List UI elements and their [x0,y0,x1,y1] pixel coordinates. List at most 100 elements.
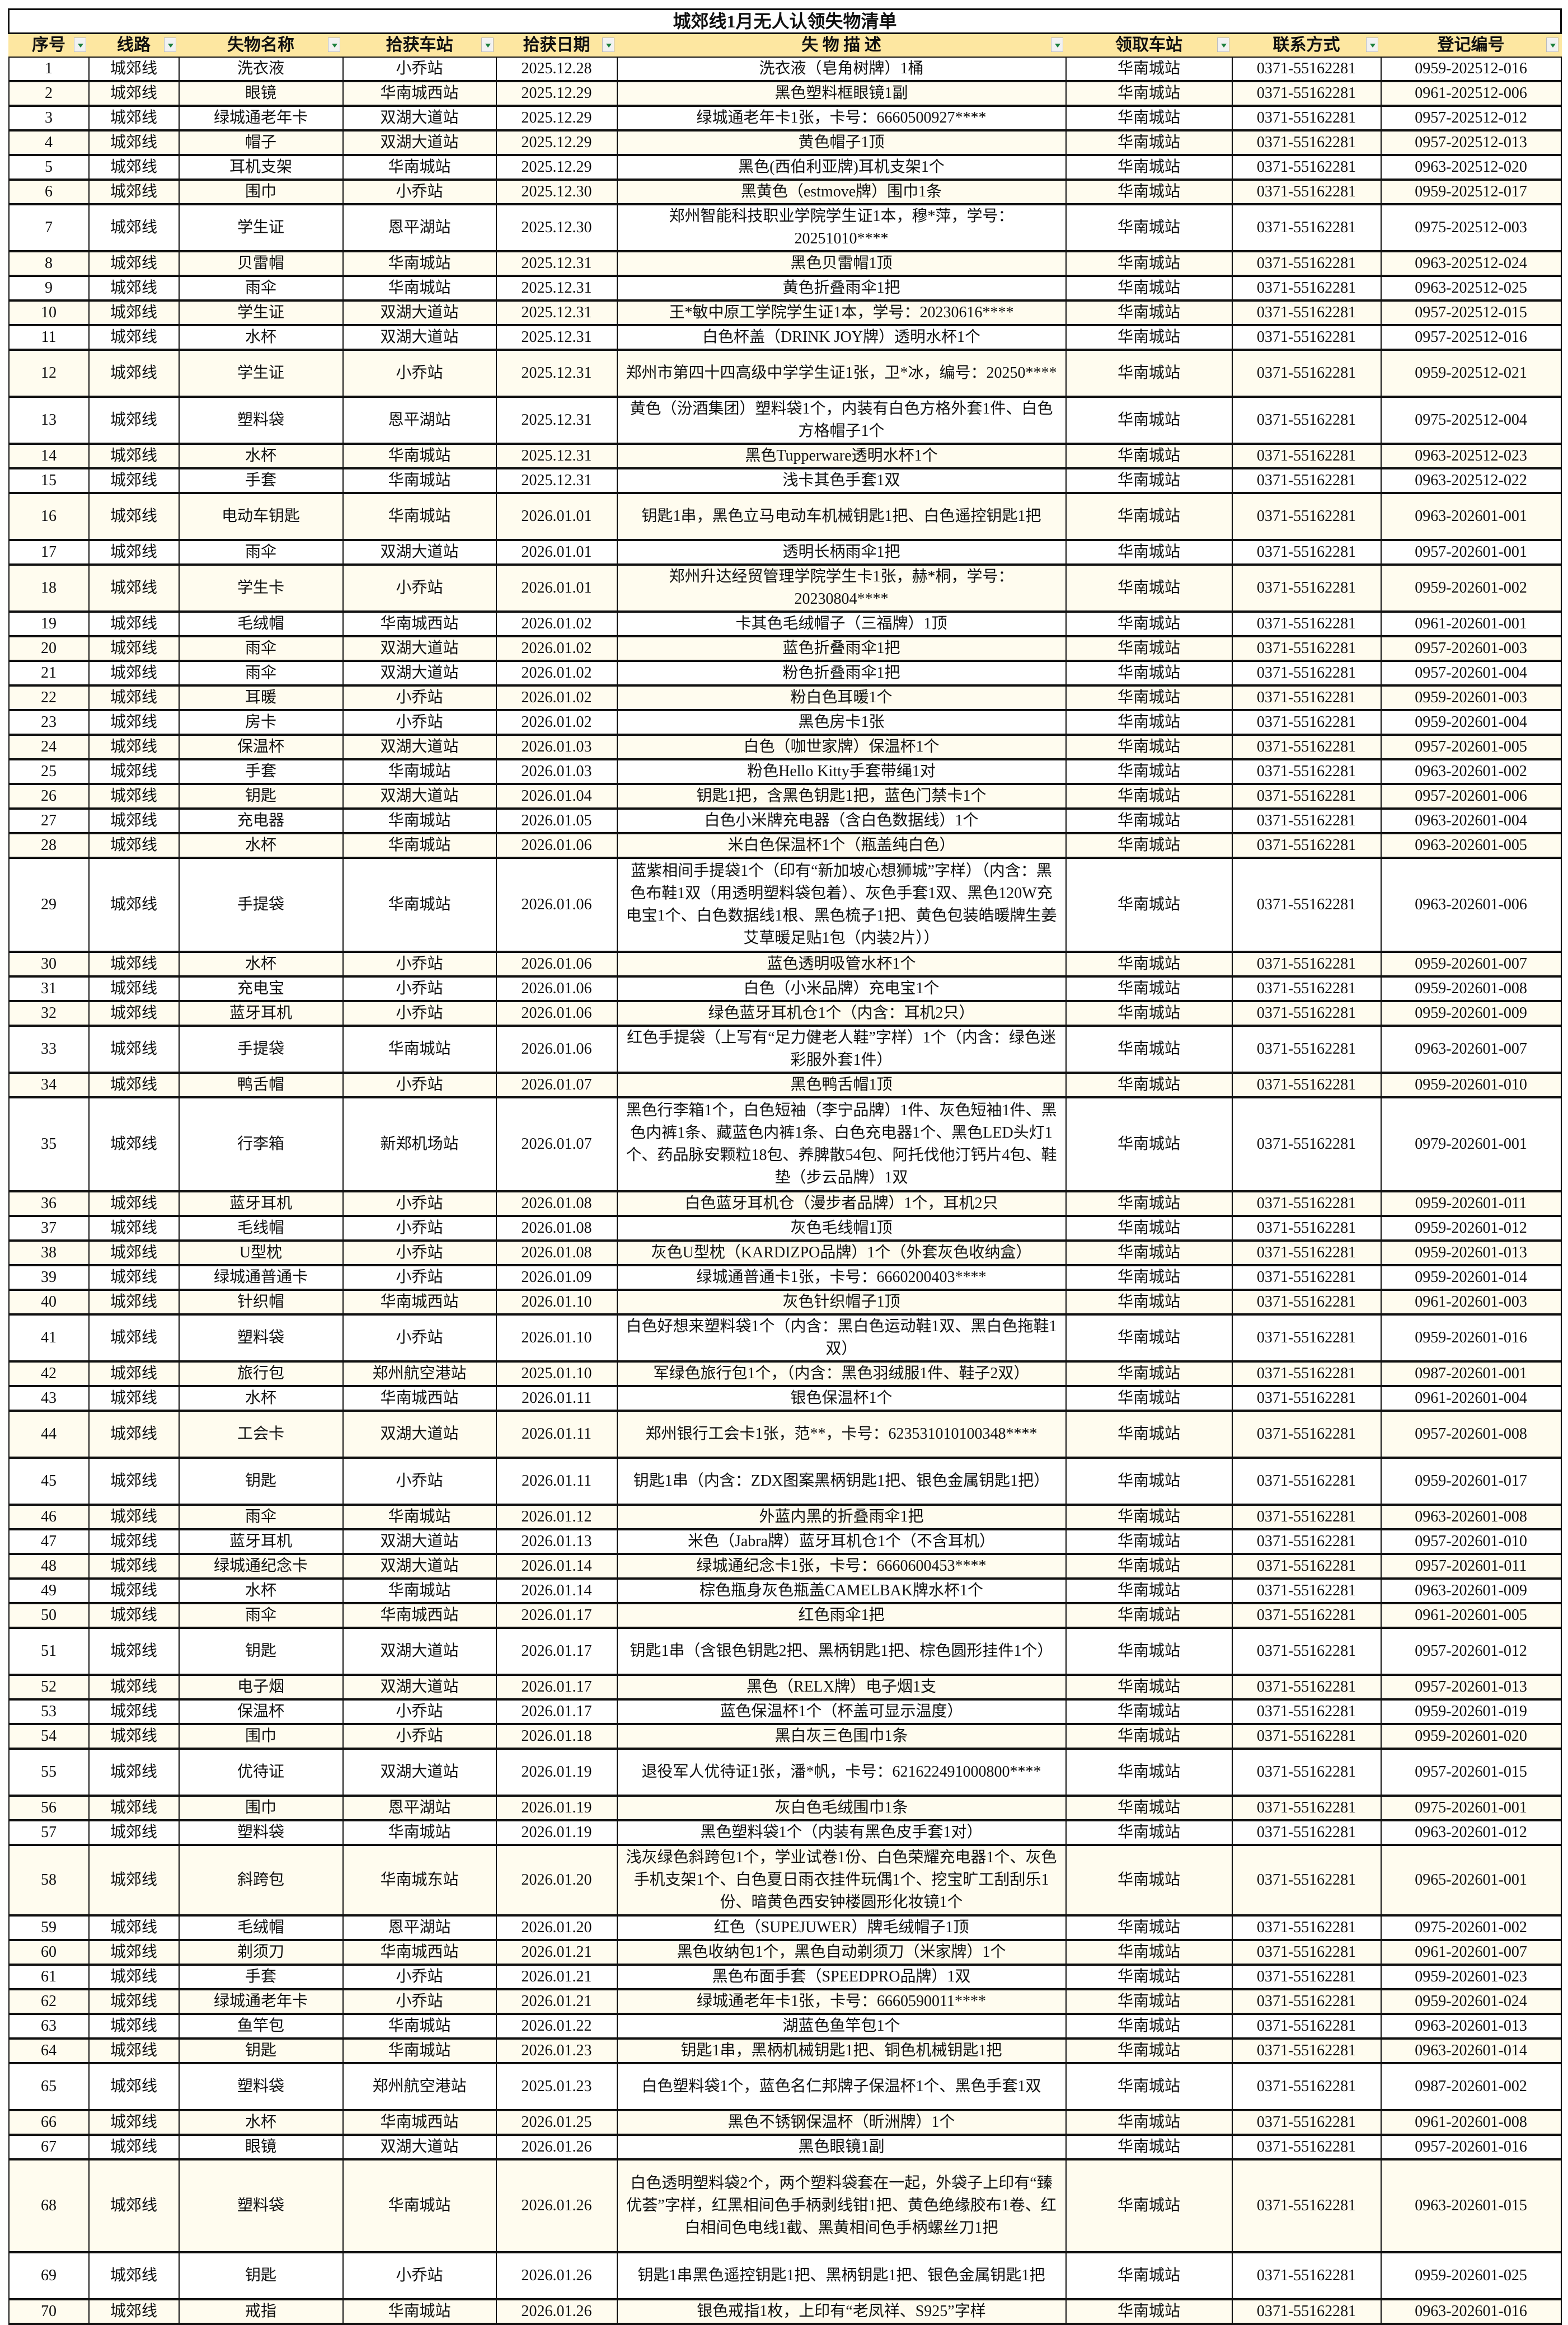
cell-item-name: 学生证 [178,300,344,326]
filter-dropdown-icon[interactable] [1365,37,1378,52]
cell-found-station: 华南城西站 [342,1289,497,1316]
cell-found-date: 2026.01.11 [495,1410,618,1459]
cell-description: 灰色毛线帽1顶 [616,1215,1067,1242]
cell-item-name: 雨伞 [178,660,344,687]
cell-found-station: 恩平湖站 [342,1915,497,1941]
cell-found-date: 2025.12.31 [495,325,618,351]
table-row: 12 城郊线 学生证 小乔站 2025.12.31 郑州市第四十四高级中学学生证1张，卫*… [8,349,1562,398]
cell-found-station: 小乔站 [342,57,497,82]
cell-reg-no: 0979-202601-001 [1380,1097,1562,1192]
cell-seq: 17 [8,539,90,566]
cell-claim-station: 华南城站 [1065,1410,1233,1459]
table-row: 14 城郊线 水杯 华南城站 2025.12.31 黑色Tupperware透明水杯1个华… [8,443,1562,469]
cell-seq: 35 [8,1097,90,1192]
sheet-title: 城郊线1月无人认领失物清单 [7,8,1562,34]
cell-seq: 40 [8,1289,90,1316]
table-row: 28 城郊线 水杯 华南城站 2026.01.06 米白色保温杯1个（瓶盖纯白色） 华南城站… [8,833,1562,859]
cell-description: 黑色Tupperware透明水杯1个 [616,443,1067,469]
cell-contact: 0371-55162281 [1231,204,1382,252]
filter-dropdown-icon[interactable] [1546,37,1558,52]
filter-dropdown-icon[interactable] [1050,37,1063,52]
cell-claim-station: 华南城站 [1065,1915,1233,1941]
cell-description: 黑色塑料袋1个（内装有黑色皮手套1对） [616,1820,1067,1846]
filter-dropdown-icon[interactable] [73,37,86,52]
cell-item-name: 手套 [178,1964,344,1990]
filter-dropdown-icon[interactable] [602,37,614,52]
cell-item-name: 塑料袋 [178,396,344,445]
cell-seq: 8 [8,251,90,277]
cell-found-station: 双湖大道站 [342,300,497,326]
cell-seq: 13 [8,396,90,445]
cell-description: 黑色(西伯利亚牌)耳机支架1个 [616,154,1067,181]
cell-seq: 39 [8,1265,90,1291]
cell-line: 城郊线 [88,1215,180,1242]
table-body: 1 城郊线 洗衣液 小乔站 2025.12.28 洗衣液（皂角树牌）1桶 华南城站 0371-… [8,57,1562,2325]
cell-description: 白色塑料袋1个，蓝色名仁邦牌子保温杯1个、黑色手套1双 [616,2063,1067,2111]
cell-item-name: 优待证 [178,1748,344,1797]
cell-contact: 0371-55162281 [1231,1795,1382,1821]
cell-found-date: 2026.01.07 [495,1072,618,1098]
cell-found-station: 华南城站 [342,2013,497,2040]
cell-found-station: 华南城站 [342,275,497,302]
filter-dropdown-icon[interactable] [327,37,340,52]
cell-found-station: 华南城站 [342,468,497,494]
cell-reg-no: 0959-202601-019 [1380,1699,1562,1725]
cell-line: 城郊线 [88,443,180,469]
cell-reg-no: 0957-202601-010 [1380,1529,1562,1555]
table-row: 34 城郊线 鸭舌帽 小乔站 2026.01.07 黑色鸭舌帽1顶 华南城站 0371-551… [8,1072,1562,1098]
cell-description: 灰色针织帽子1顶 [616,1289,1067,1316]
cell-line: 城郊线 [88,1265,180,1291]
filter-dropdown-icon[interactable] [481,37,494,52]
table-row: 63 城郊线 鱼竿包 华南城站 2026.01.22 湖蓝色鱼竿包1个 华南城站 0371-5… [8,2013,1562,2040]
cell-item-name: 钥匙 [178,2252,344,2300]
cell-contact: 0371-55162281 [1231,759,1382,785]
cell-item-name: 水杯 [178,2110,344,2136]
cell-contact: 0371-55162281 [1231,734,1382,760]
cell-description: 黑色鸭舌帽1顶 [616,1072,1067,1098]
cell-reg-no: 0959-202601-007 [1380,951,1562,978]
cell-reg-no: 0963-202601-008 [1380,1504,1562,1530]
cell-contact: 0371-55162281 [1231,1215,1382,1242]
table-row: 31 城郊线 充电宝 小乔站 2026.01.06 白色（小米品牌）充电宝1个 华南城站 03… [8,976,1562,1002]
cell-found-station: 小乔站 [342,1964,497,1990]
cell-line: 城郊线 [88,1529,180,1555]
table-row: 21 城郊线 雨伞 双湖大道站 2026.01.02 粉色折叠雨伞1把 华南城站 0371-5… [8,660,1562,687]
cell-description: 钥匙1串，黑色立马电动车机械钥匙1把、白色遥控钥匙1把 [616,492,1067,541]
table-row: 20 城郊线 雨伞 双湖大道站 2026.01.02 蓝色折叠雨伞1把 华南城站 0371-5… [8,636,1562,662]
cell-description: 米白色保温杯1个（瓶盖纯白色） [616,833,1067,859]
cell-contact: 0371-55162281 [1231,611,1382,637]
table-row: 65 城郊线 塑料袋 郑州航空港站 2025.01.23 白色塑料袋1个，蓝色名仁邦牌子保… [8,2063,1562,2111]
column-header-label: 联系方式 [1273,36,1340,54]
cell-seq: 59 [8,1915,90,1941]
cell-contact: 0371-55162281 [1231,833,1382,859]
cell-claim-station: 华南城站 [1065,1097,1233,1192]
cell-description: 灰白色毛绒围巾1条 [616,1795,1067,1821]
cell-seq: 7 [8,204,90,252]
cell-seq: 1 [8,57,90,82]
cell-item-name: 斜跨包 [178,1844,344,1917]
cell-contact: 0371-55162281 [1231,81,1382,107]
cell-item-name: 旅行包 [178,1361,344,1387]
cell-claim-station: 华南城站 [1065,1504,1233,1530]
cell-found-date: 2026.01.25 [495,2110,618,2136]
cell-description: 郑州智能科技职业学院学生证1本，穆*萍，学号：20251010**** [616,204,1067,252]
cell-item-name: 水杯 [178,1385,344,1412]
cell-claim-station: 华南城站 [1065,857,1233,953]
table-row: 41 城郊线 塑料袋 小乔站 2026.01.10 白色好想来塑料袋1个（内含：黑白色运动… [8,1314,1562,1363]
cell-seq: 10 [8,300,90,326]
table-row: 8 城郊线 贝雷帽 华南城站 2025.12.31 黑色贝雷帽1顶 华南城站 0371-551… [8,251,1562,277]
cell-found-station: 小乔站 [342,976,497,1002]
cell-item-name: 手提袋 [178,857,344,953]
filter-dropdown-icon[interactable] [1217,37,1229,52]
cell-found-date: 2025.12.31 [495,443,618,469]
cell-item-name: 水杯 [178,325,344,351]
filter-dropdown-icon[interactable] [163,37,176,52]
table-row: 55 城郊线 优待证 双湖大道站 2026.01.19 退役军人优待证1张，潘*帆，卡号：… [8,1748,1562,1797]
cell-description: 湖蓝色鱼竿包1个 [616,2013,1067,2040]
cell-seq: 15 [8,468,90,494]
cell-item-name: 剃须刀 [178,1939,344,1966]
cell-found-date: 2026.01.17 [495,1627,618,1676]
cell-description: 钥匙1串（含银色钥匙2把、黑柄钥匙1把、棕色圆形挂件1个） [616,1627,1067,1676]
cell-claim-station: 华南城站 [1065,81,1233,107]
cell-reg-no: 0963-202512-025 [1380,275,1562,302]
